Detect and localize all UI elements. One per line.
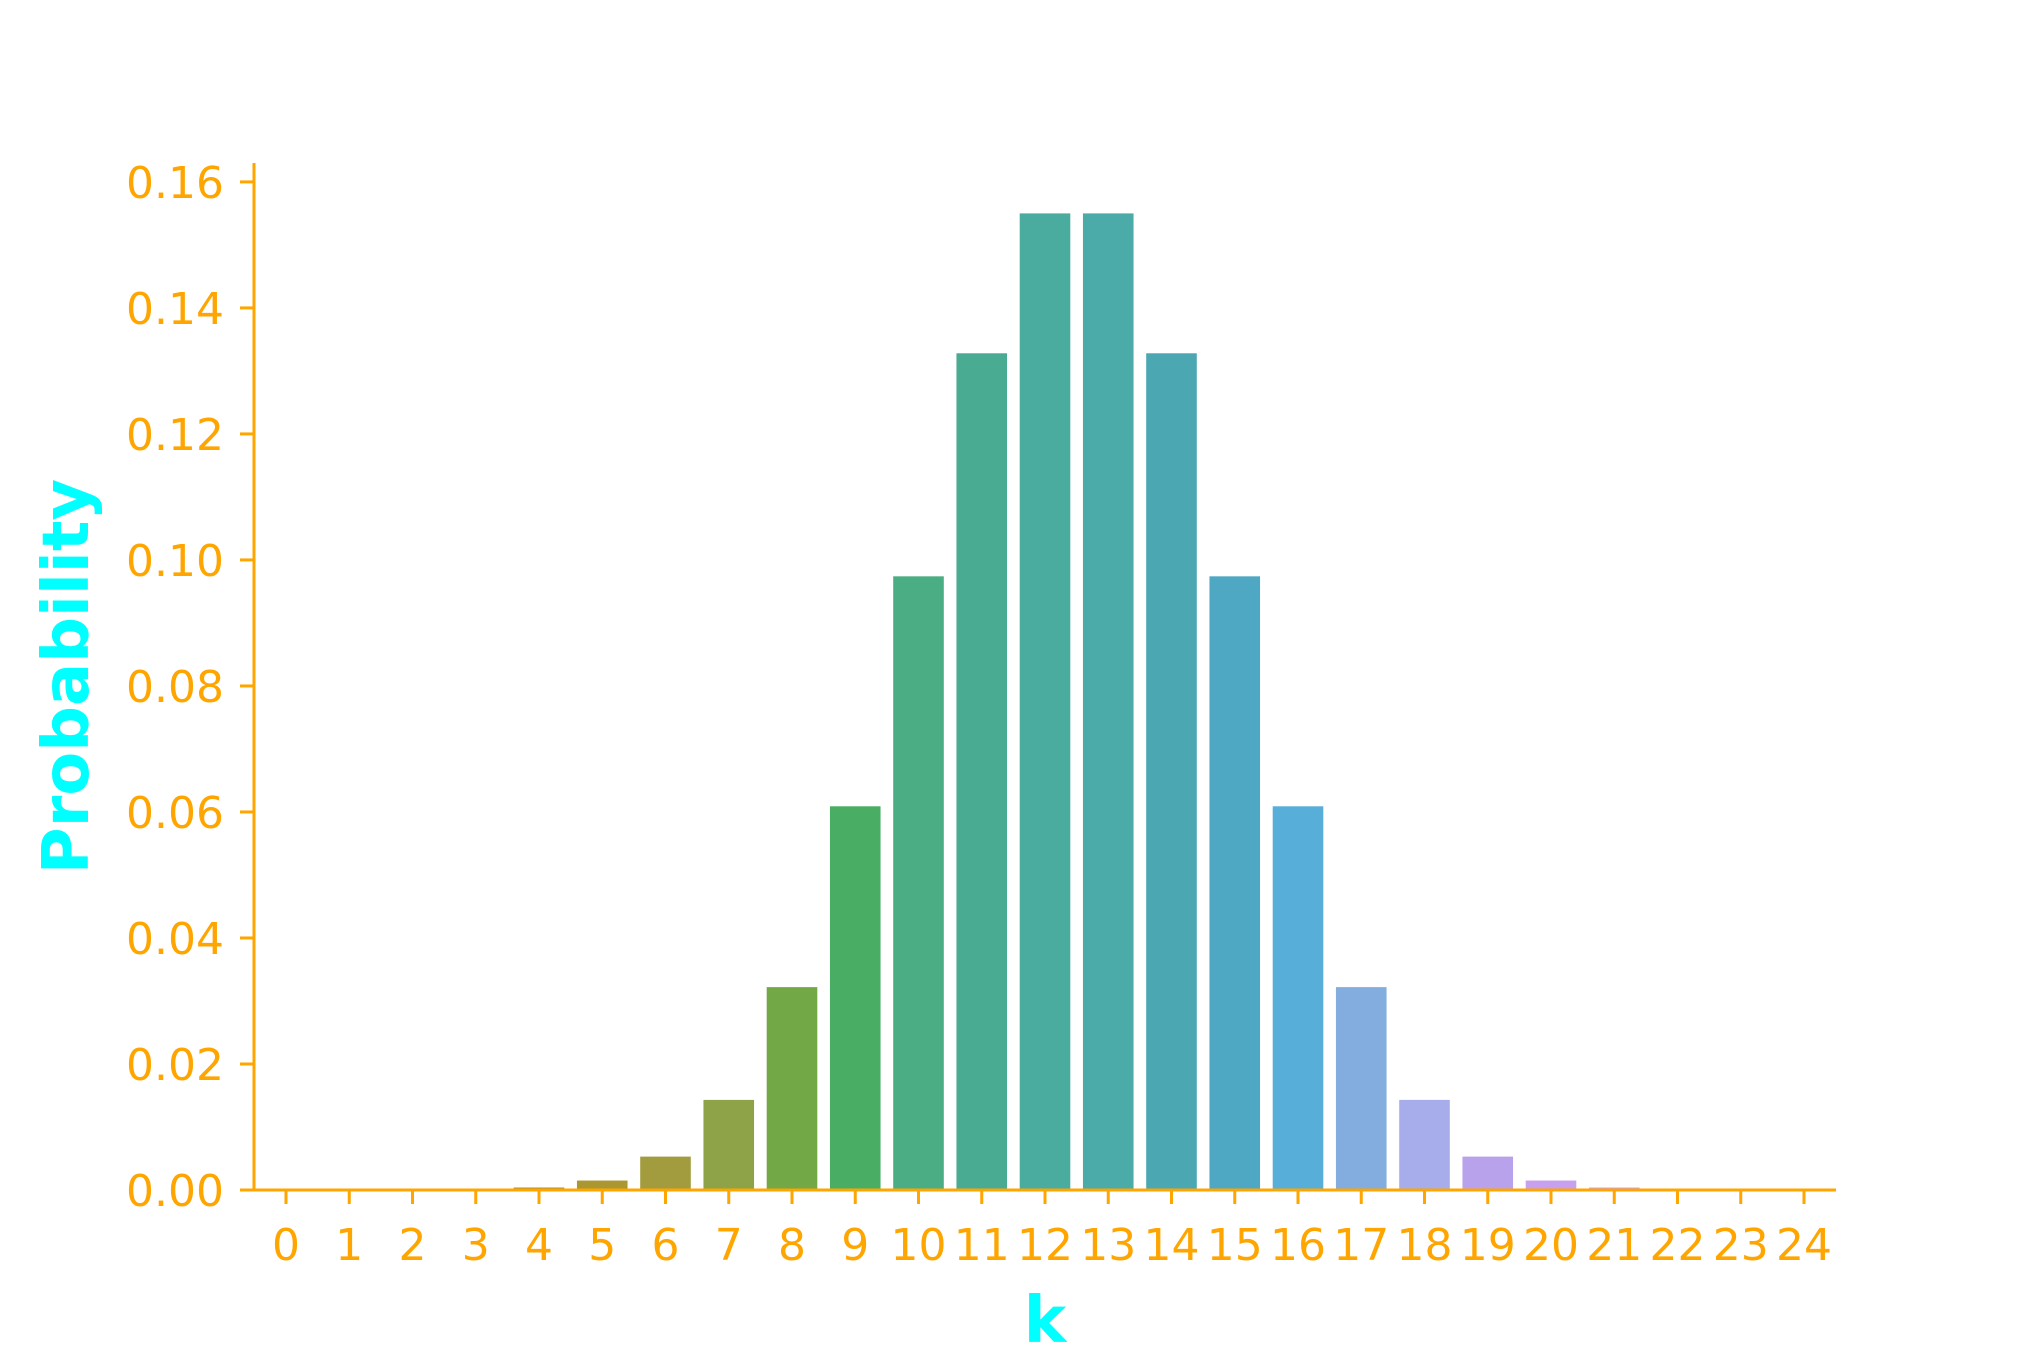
x-tick-label: 10 xyxy=(891,1220,947,1271)
x-tick-label: 12 xyxy=(1017,1220,1073,1271)
x-tick-label: 0 xyxy=(272,1220,300,1271)
x-tick-label: 23 xyxy=(1713,1220,1769,1271)
x-tick-label: 24 xyxy=(1776,1220,1832,1271)
bar-k-5 xyxy=(576,1180,628,1190)
bar-k-7 xyxy=(703,1099,755,1190)
bar-k-19 xyxy=(1462,1156,1514,1190)
y-tick-label: 0.12 xyxy=(126,410,224,461)
y-tick-label: 0.00 xyxy=(126,1166,224,1217)
y-tick-label: 0.14 xyxy=(126,284,224,335)
x-tick-label: 7 xyxy=(715,1220,743,1271)
bars-layer xyxy=(450,213,1703,1190)
y-tick-label: 0.10 xyxy=(126,536,224,587)
bar-k-6 xyxy=(640,1156,691,1190)
x-tick-label: 2 xyxy=(399,1220,427,1271)
x-tick-label: 9 xyxy=(841,1220,869,1271)
x-ticks: 0 1 2 3 4 5 6 7 8 9 10 11 12 13 14 15 16 17 18 19 20 21 22 23 24 xyxy=(272,1190,1832,1271)
x-tick-label: 14 xyxy=(1144,1220,1200,1271)
y-tick-label: 0.16 xyxy=(126,158,224,209)
bar-k-16 xyxy=(1272,806,1324,1190)
x-axis-title: k xyxy=(1024,1284,1068,1350)
y-tick-label: 0.08 xyxy=(126,662,224,713)
bar-k-14 xyxy=(1146,353,1197,1190)
y-ticks: 0.00 0.02 0.04 0.06 0.08 0.10 0.12 0.14 0.16 xyxy=(126,158,254,1217)
x-tick-label: 6 xyxy=(652,1220,680,1271)
bar-k-20 xyxy=(1525,1180,1577,1190)
x-tick-label: 1 xyxy=(335,1220,363,1271)
x-tick-label: 3 xyxy=(462,1220,490,1271)
x-tick-label: 22 xyxy=(1650,1220,1706,1271)
x-tick-label: 13 xyxy=(1080,1220,1136,1271)
x-tick-label: 19 xyxy=(1460,1220,1516,1271)
y-tick-label: 0.06 xyxy=(126,788,224,839)
bar-k-9 xyxy=(829,806,881,1190)
bar-k-12 xyxy=(1019,213,1071,1190)
x-tick-label: 8 xyxy=(778,1220,806,1271)
x-tick-label: 17 xyxy=(1333,1220,1389,1271)
x-tick-label: 5 xyxy=(588,1220,616,1271)
x-tick-label: 15 xyxy=(1207,1220,1263,1271)
y-axis-title: Probability xyxy=(30,479,104,874)
bar-k-15 xyxy=(1209,576,1261,1190)
bar-k-13 xyxy=(1082,213,1134,1190)
x-tick-label: 18 xyxy=(1397,1220,1453,1271)
bar-k-11 xyxy=(956,353,1008,1190)
x-tick-label: 16 xyxy=(1270,1220,1326,1271)
x-tick-label: 21 xyxy=(1586,1220,1642,1271)
x-tick-label: 20 xyxy=(1523,1220,1579,1271)
y-tick-label: 0.04 xyxy=(126,914,224,965)
y-tick-label: 0.02 xyxy=(126,1040,224,1091)
bar-k-10 xyxy=(893,576,944,1190)
bar-k-18 xyxy=(1399,1099,1450,1190)
x-tick-label: 4 xyxy=(525,1220,553,1271)
bar-k-8 xyxy=(766,987,818,1190)
bar-k-17 xyxy=(1335,987,1387,1190)
x-tick-label: 11 xyxy=(954,1220,1010,1271)
